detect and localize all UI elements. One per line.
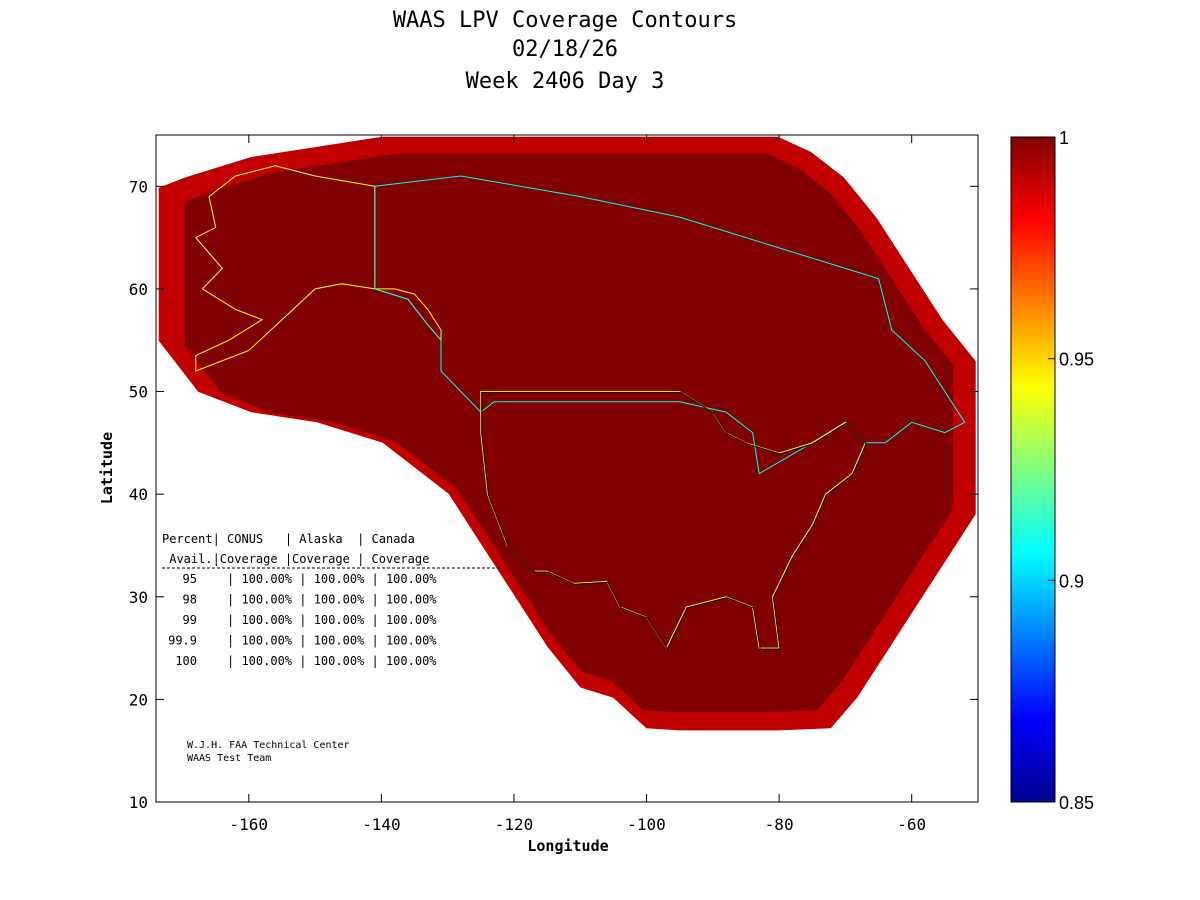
title-line-2: 02/18/26: [512, 37, 618, 62]
x-tick-label: -140: [362, 815, 401, 834]
table-pct-cell: 98: [183, 593, 197, 607]
colorbar-tick-label: 1: [1059, 128, 1069, 148]
conus-outline: [480, 391, 866, 650]
y-tick-label: 30: [129, 588, 148, 607]
coverage-full-region: [184, 153, 954, 713]
table-header-row-1: Percent| CONUS | Alaska | Canada: [162, 532, 415, 546]
x-tick-label: -80: [765, 815, 794, 834]
table-row: | 100.00% | 100.00% | 100.00%: [227, 593, 437, 607]
y-tick-label: 10: [129, 793, 148, 812]
x-axis-label: Longitude: [527, 837, 608, 855]
colorbar-tick-label: 0.95: [1059, 350, 1094, 370]
conus-coastline: [481, 391, 868, 651]
table-pct-cell: 99.9: [168, 634, 197, 648]
alaska-outline: [195, 165, 442, 372]
table-pct-cell: 100: [175, 654, 197, 668]
title-line-1: WAAS LPV Coverage Contours: [393, 8, 737, 33]
table-row: | 100.00% | 100.00% | 100.00%: [227, 634, 437, 648]
credit-text: W.J.H. FAA Technical Center WAAS Test Te…: [187, 740, 350, 764]
y-tick-label: 40: [129, 485, 148, 504]
table-header-row-2: Avail.|Coverage |Coverage | Coverage: [162, 552, 429, 566]
table-pct-cell: 95: [183, 572, 197, 586]
x-tick-label: -120: [495, 815, 534, 834]
y-tick-label: 60: [129, 280, 148, 299]
y-axis-label: Latitude: [98, 432, 116, 504]
y-axis: 20 30 40 50 60 70 10: [129, 177, 978, 812]
x-tick-label: -60: [897, 815, 926, 834]
table-row: | 100.00% | 100.00% | 100.00%: [227, 613, 437, 627]
chart-title: WAAS LPV Coverage Contours 02/18/26 Week…: [393, 8, 737, 94]
colorbar: [1010, 136, 1056, 803]
plot-frame: [155, 134, 979, 803]
y-tick-label: 50: [129, 383, 148, 402]
y-tick-label: 20: [129, 690, 148, 709]
region-outlines: [195, 165, 966, 651]
coverage-table: Percent| CONUS | Alaska | Canada Avail.|…: [162, 532, 500, 668]
table-pct-cell: 99: [183, 613, 197, 627]
x-axis: -160 -140 -120 -100 -80 -60: [230, 135, 926, 834]
credit-line-2: WAAS Test Team: [187, 753, 271, 764]
table-row: | 100.00% | 100.00% | 100.00%: [227, 654, 437, 668]
y-tick-label: 70: [129, 177, 148, 196]
x-tick-label: -160: [230, 815, 269, 834]
credit-line-1: W.J.H. FAA Technical Center: [187, 740, 350, 751]
table-row: | 100.00% | 100.00% | 100.00%: [227, 572, 437, 586]
x-tick-label: -100: [627, 815, 666, 834]
colorbar-tick-label: 0.85: [1059, 793, 1094, 813]
colorbar-tick-label: 0.9: [1059, 571, 1084, 591]
colorbar-ticks: 1 0.95 0.9 0.85: [1048, 128, 1094, 813]
title-line-3: Week 2406 Day 3: [466, 69, 665, 94]
